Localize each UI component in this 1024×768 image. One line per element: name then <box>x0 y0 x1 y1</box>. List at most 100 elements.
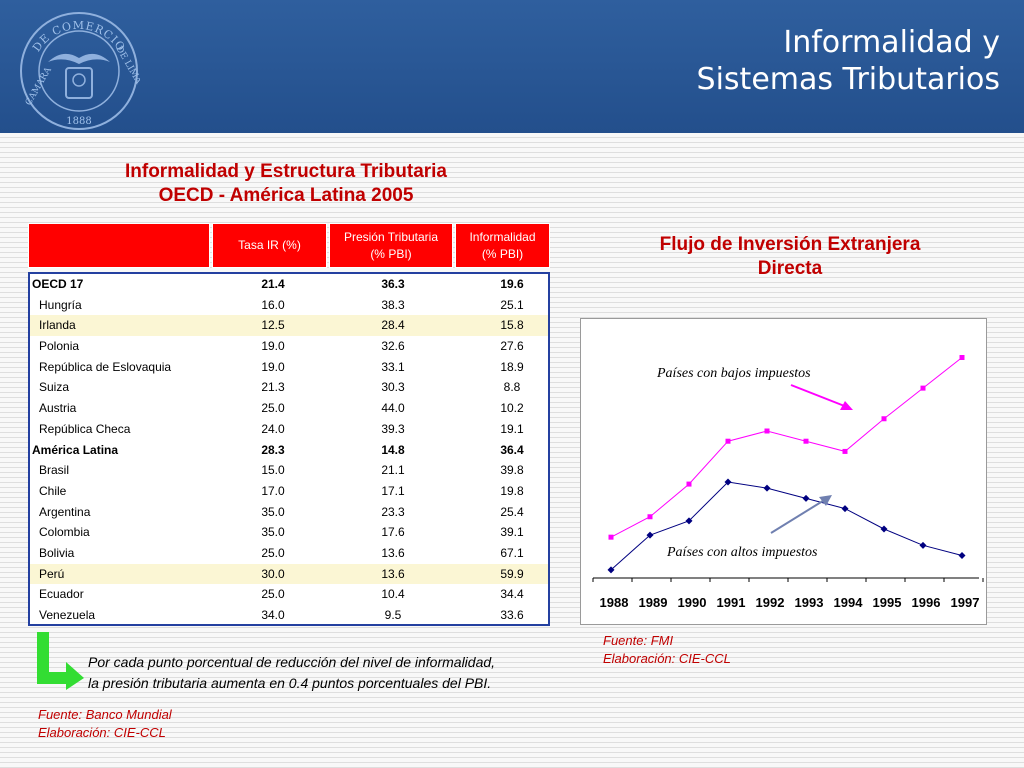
table-header-blank <box>28 223 210 268</box>
row-tasa-ir: 16.0 <box>261 297 285 312</box>
row-country: Hungría <box>39 297 82 312</box>
row-presion: 38.3 <box>381 297 405 312</box>
series-line-high-tax <box>610 481 963 571</box>
table-row: Polonia 19.0 32.6 27.6 <box>30 336 548 357</box>
table-title-line-1: Informalidad y Estructura Tributaria <box>124 161 448 182</box>
chart-title-line-2: Directa <box>757 258 823 279</box>
data-point-high-tax <box>919 541 927 549</box>
conclusion-note: Por cada punto porcentual de reducción d… <box>88 652 558 694</box>
row-country: OECD 17 <box>32 277 84 291</box>
data-point-high-tax <box>958 552 966 560</box>
header-informalidad-line-2: (% PBI) <box>481 246 524 261</box>
row-informalidad: 19.6 <box>500 277 524 291</box>
table-title: Informalidad y Estructura Tributaria OEC… <box>60 160 512 208</box>
row-country: Austria <box>39 401 77 416</box>
table-row: Suiza 21.3 30.3 8.8 <box>30 377 548 398</box>
row-presion: 32.6 <box>381 339 405 354</box>
data-point-high-tax <box>802 494 810 502</box>
row-country: Suiza <box>39 380 70 395</box>
row-presion: 17.1 <box>381 483 405 498</box>
slide-title: Informalidad y Sistemas Tributarios <box>697 24 1000 98</box>
row-informalidad: 19.8 <box>500 483 524 498</box>
data-table: OECD 17 21.4 36.3 19.6 Hungría 16.0 38.3 25.1 Ir… <box>28 272 550 626</box>
data-point-low-tax <box>764 428 770 434</box>
table-row: OECD 17 21.4 36.3 19.6 <box>30 274 548 295</box>
table-header-tasa-ir: Tasa IR (%) <box>212 223 327 268</box>
row-informalidad: 39.8 <box>500 463 524 478</box>
row-informalidad: 25.4 <box>500 504 524 519</box>
row-country: Irlanda <box>39 318 76 333</box>
row-country: Bolivia <box>39 545 75 560</box>
row-tasa-ir: 25.0 <box>261 587 285 602</box>
data-point-high-tax <box>724 478 732 486</box>
data-point-low-tax <box>686 481 692 487</box>
row-tasa-ir: 15.0 <box>261 463 285 478</box>
row-tasa-ir: 17.0 <box>261 483 285 498</box>
row-country: Colombia <box>39 525 90 540</box>
table-header-informalidad: Informalidad (% PBI) <box>455 223 550 268</box>
row-country: República de Eslovaquia <box>39 359 172 374</box>
table-title-line-2: OECD - América Latina 2005 <box>158 185 414 206</box>
row-informalidad: 67.1 <box>500 545 524 560</box>
chart-title: Flujo de Inversión Extranjera Directa <box>600 233 980 281</box>
x-tick-label: 1997 <box>951 595 980 610</box>
table-row: Ecuador 25.0 10.4 34.4 <box>30 584 548 605</box>
row-tasa-ir: 19.0 <box>261 359 285 374</box>
row-tasa-ir: 12.5 <box>261 318 285 333</box>
data-point-low-tax <box>842 448 848 454</box>
row-country: Chile <box>39 483 67 498</box>
data-point-low-tax <box>725 438 731 444</box>
data-point-low-tax <box>881 416 887 422</box>
table-row: Austria 25.0 44.0 10.2 <box>30 398 548 419</box>
table-row: República Checa 24.0 39.3 19.1 <box>30 419 548 440</box>
header-presion-line-2: (% PBI) <box>370 246 412 261</box>
row-tasa-ir: 21.4 <box>261 277 285 291</box>
data-point-low-tax <box>959 355 965 360</box>
row-informalidad: 18.9 <box>500 359 524 374</box>
row-informalidad: 39.1 <box>500 525 524 540</box>
row-tasa-ir: 28.3 <box>261 442 285 457</box>
row-presion: 21.1 <box>381 463 405 478</box>
row-presion: 44.0 <box>381 401 405 416</box>
row-informalidad: 59.9 <box>500 566 524 581</box>
x-tick-label: 1991 <box>717 595 746 610</box>
row-tasa-ir: 25.0 <box>261 401 285 416</box>
table-row: Bolivia 25.0 13.6 67.1 <box>30 543 548 564</box>
header-informalidad-line-1: Informalidad <box>469 229 536 244</box>
row-country: Ecuador <box>39 587 84 602</box>
annotation-high-tax: Países con altos impuestos <box>666 545 818 560</box>
row-presion: 9.5 <box>384 608 402 622</box>
header-banner: DE COMERCIO CAMARA DE LIMA 1888 Informal… <box>0 0 1024 133</box>
x-tick-label: 1996 <box>912 595 941 610</box>
table-row: Perú 30.0 13.6 59.9 <box>30 563 548 585</box>
table-row: Colombia 35.0 17.6 39.1 <box>30 522 548 543</box>
conclusion-note-line-2: la presión tributaria aumenta en 0.4 pun… <box>88 675 492 691</box>
row-presion: 30.3 <box>381 380 405 395</box>
conclusion-note-line-1: Por cada punto porcentual de reducción d… <box>88 654 496 670</box>
x-tick-label: 1994 <box>834 595 864 610</box>
table-source: Fuente: Banco Mundial Elaboración: CIE-C… <box>38 706 172 742</box>
chart-title-line-1: Flujo de Inversión Extranjera <box>659 234 921 255</box>
row-presion: 13.6 <box>381 566 405 581</box>
table-row: Venezuela 34.0 9.5 33.6 <box>30 605 548 626</box>
chart-source: Fuente: FMI Elaboración: CIE-CCL <box>603 632 731 668</box>
table-row: Chile 17.0 17.1 19.8 <box>30 481 548 502</box>
row-presion: 10.4 <box>381 587 405 602</box>
row-informalidad: 36.4 <box>500 442 524 457</box>
data-point-low-tax <box>608 534 614 540</box>
row-presion: 23.3 <box>381 504 405 519</box>
data-point-high-tax <box>607 566 615 574</box>
x-tick-label: 1992 <box>756 595 785 610</box>
data-point-low-tax <box>647 514 653 520</box>
table-row: América Latina 28.3 14.8 36.4 <box>30 440 548 461</box>
row-tasa-ir: 34.0 <box>261 608 285 622</box>
row-informalidad: 25.1 <box>500 297 524 312</box>
annotation-arrow-low-tax <box>790 384 848 408</box>
row-presion: 28.4 <box>381 318 405 333</box>
annotation-arrowhead-high-tax <box>819 495 832 506</box>
header-presion-line-1: Presión Tributaria <box>343 229 439 244</box>
row-tasa-ir: 30.0 <box>261 566 285 581</box>
row-tasa-ir: 19.0 <box>261 339 285 354</box>
data-point-high-tax <box>763 484 771 492</box>
data-point-high-tax <box>880 525 888 533</box>
